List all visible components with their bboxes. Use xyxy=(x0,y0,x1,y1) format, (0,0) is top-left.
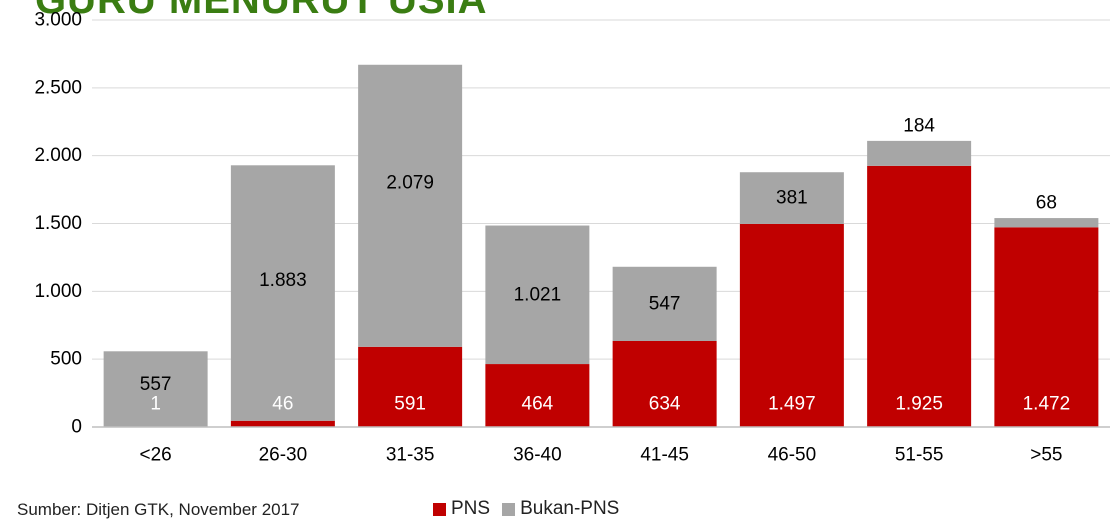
bar-bukan-pns xyxy=(230,165,335,421)
legend-label-pns: PNS xyxy=(451,498,491,519)
bar-pns xyxy=(612,340,717,427)
data-label-pns: 1.497 xyxy=(768,394,816,415)
y-tick-label: 1.000 xyxy=(34,281,82,302)
legend-swatch-bukan-pns xyxy=(502,502,516,516)
x-tick-label: 36-40 xyxy=(513,445,562,466)
data-label-pns: 1 xyxy=(150,394,161,415)
data-label-bukan-pns: 184 xyxy=(903,115,935,136)
data-label-pns: 634 xyxy=(649,394,681,415)
legend-item-pns: PNS xyxy=(433,498,490,520)
data-label-bukan-pns: 2.079 xyxy=(386,173,434,194)
x-tick-label: <26 xyxy=(140,445,172,466)
data-label-bukan-pns: 1.021 xyxy=(514,284,562,305)
data-label-bukan-pns: 68 xyxy=(1036,193,1057,214)
x-tick-label: 41-45 xyxy=(640,445,689,466)
legend-swatch-pns xyxy=(433,502,446,516)
y-tick-label: 2.500 xyxy=(34,77,82,98)
bar-pns xyxy=(230,420,335,427)
y-tick-label: 0 xyxy=(71,417,82,438)
data-label-pns: 46 xyxy=(272,394,293,415)
x-tick-label: 51-55 xyxy=(895,445,944,466)
data-label-pns: 1.925 xyxy=(895,394,943,415)
bar-pns xyxy=(739,223,844,427)
data-label-pns: 464 xyxy=(522,394,554,415)
x-tick-label: >55 xyxy=(1030,445,1062,466)
y-tick-label: 1.500 xyxy=(34,213,82,234)
y-tick-label: 500 xyxy=(50,349,82,370)
x-tick-label: 26-30 xyxy=(259,445,308,466)
bar-bukan-pns xyxy=(485,225,590,365)
bar-pns xyxy=(358,346,463,427)
bar-bukan-pns xyxy=(739,172,844,224)
bar-bukan-pns xyxy=(358,64,463,347)
legend-item-bukan-pns: Bukan-PNS xyxy=(502,498,619,520)
chart-title: GURU MENURUT USIA xyxy=(35,0,488,22)
bar-pns xyxy=(867,165,972,427)
x-tick-label: 31-35 xyxy=(386,445,435,466)
data-label-bukan-pns: 1.883 xyxy=(259,270,307,291)
data-label-bukan-pns: 547 xyxy=(649,293,681,314)
chart-legend: PNS Bukan-PNS xyxy=(433,498,619,520)
data-label-bukan-pns: 557 xyxy=(140,374,172,395)
bar-bukan-pns xyxy=(867,140,972,166)
y-tick-label: 3.000 xyxy=(34,10,82,31)
bar-bukan-pns xyxy=(994,218,1099,228)
data-label-bukan-pns: 381 xyxy=(776,188,808,209)
y-tick-label: 2.000 xyxy=(34,145,82,166)
bar-bukan-pns xyxy=(103,351,208,427)
legend-label-bukan-pns: Bukan-PNS xyxy=(520,498,620,519)
data-label-pns: 1.472 xyxy=(1023,394,1071,415)
bar-pns xyxy=(994,227,1099,427)
x-tick-label: 46-50 xyxy=(768,445,817,466)
data-label-pns: 591 xyxy=(394,394,426,415)
bar-bukan-pns xyxy=(612,266,717,341)
source-note: Sumber: Ditjen GTK, November 2017 xyxy=(17,500,300,519)
bar-pns xyxy=(485,364,590,427)
